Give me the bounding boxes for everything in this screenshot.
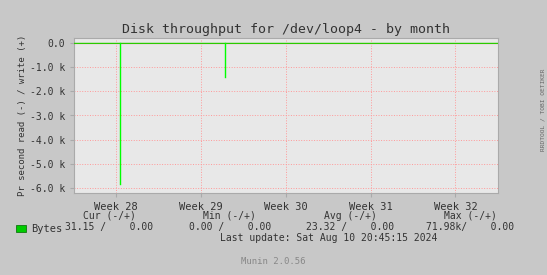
Text: Last update: Sat Aug 10 20:45:15 2024: Last update: Sat Aug 10 20:45:15 2024 — [219, 233, 437, 243]
Text: 0.00 /    0.00: 0.00 / 0.00 — [189, 222, 271, 232]
Title: Disk throughput for /dev/loop4 - by month: Disk throughput for /dev/loop4 - by mont… — [122, 23, 450, 36]
Text: Min (-/+): Min (-/+) — [203, 211, 256, 221]
Text: 31.15 /    0.00: 31.15 / 0.00 — [65, 222, 154, 232]
Text: 71.98k/    0.00: 71.98k/ 0.00 — [426, 222, 515, 232]
Text: Avg (-/+): Avg (-/+) — [324, 211, 376, 221]
Text: Munin 2.0.56: Munin 2.0.56 — [241, 257, 306, 266]
Text: Max (-/+): Max (-/+) — [444, 211, 497, 221]
Text: Cur (-/+): Cur (-/+) — [83, 211, 136, 221]
Text: RRDTOOL / TOBI OETIKER: RRDTOOL / TOBI OETIKER — [541, 69, 546, 151]
Text: Bytes: Bytes — [31, 224, 62, 234]
Text: 23.32 /    0.00: 23.32 / 0.00 — [306, 222, 394, 232]
Y-axis label: Pr second read (-) / write (+): Pr second read (-) / write (+) — [18, 35, 27, 196]
